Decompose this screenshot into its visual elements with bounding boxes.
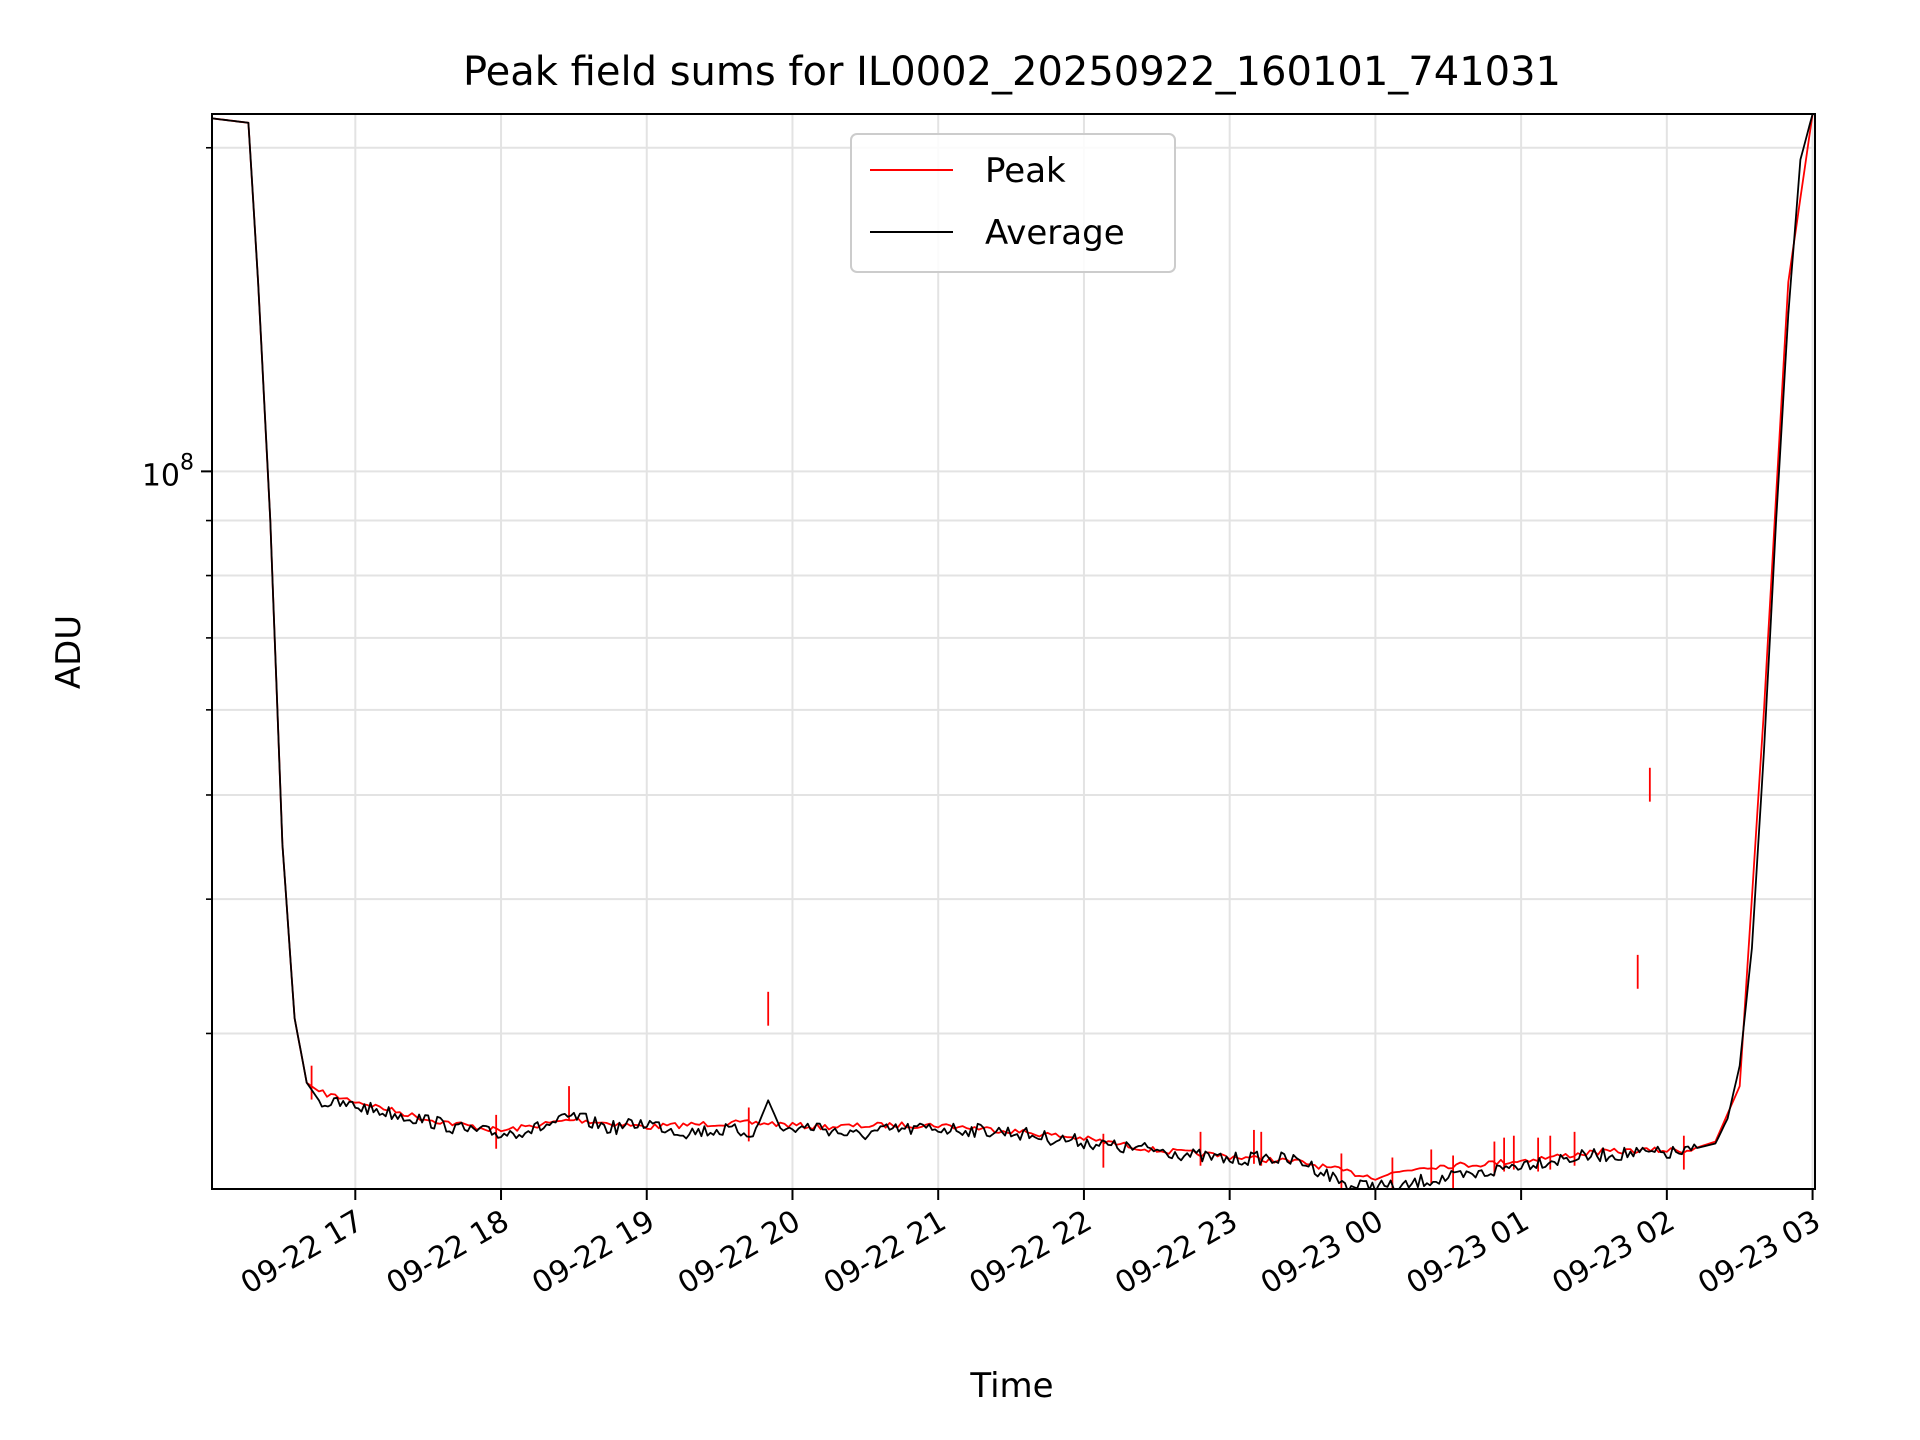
series-average-line [212, 114, 1814, 1189]
plot-frame [211, 113, 1816, 1190]
legend-label-average: Average [985, 213, 1125, 253]
y-axis-label: ADU [49, 615, 89, 689]
grid [212, 114, 1815, 1189]
series-layer [212, 114, 1814, 1189]
chart-title: Peak field sums for IL0002_20250922_1601… [463, 49, 1561, 95]
y-axis: 108 [142, 146, 212, 1035]
legend-label-peak: Peak [985, 151, 1066, 191]
legend: Peak Average [850, 133, 1176, 273]
y-tick-label: 108 [142, 450, 194, 493]
series-average [212, 114, 1814, 1189]
legend-box [850, 133, 1176, 273]
x-axis-label: Time [969, 1366, 1053, 1406]
